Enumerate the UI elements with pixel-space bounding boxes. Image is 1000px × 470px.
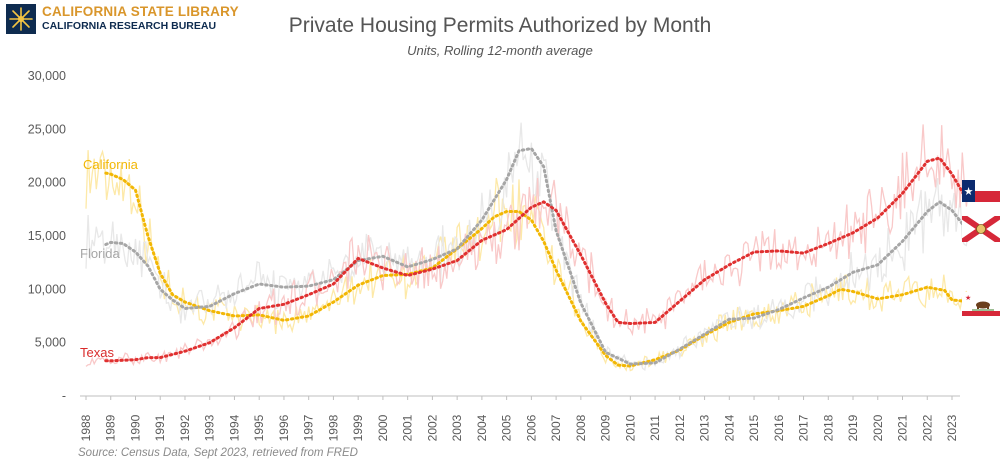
x-tick-label: 2002 [425, 414, 439, 441]
source-note: Source: Census Data, Sept 2023, retrieve… [78, 447, 358, 459]
x-axis: 1988 1989 1990 1991 1992 1993 1994 1995 1996 1997… [79, 396, 959, 441]
x-tick-label: 2009 [599, 414, 613, 441]
x-tick-label: 2011 [648, 415, 662, 441]
x-tick-label: 1998 [326, 414, 340, 441]
series-label-texas: Texas [80, 345, 114, 360]
starburst-icon [6, 4, 36, 34]
x-tick-label: 1995 [252, 414, 266, 441]
org-name: CALIFORNIA STATE LIBRARY [42, 4, 239, 19]
x-tick-label: 2003 [450, 414, 464, 441]
svg-text:★: ★ [965, 294, 971, 302]
x-tick-label: 2015 [747, 414, 761, 441]
svg-text:★: ★ [964, 185, 974, 198]
california-flag: ★ [962, 292, 1000, 316]
y-tick-label: 5,000 [35, 336, 66, 350]
y-tick-label: 25,000 [28, 122, 66, 136]
raw-monthly-series [85, 122, 970, 372]
x-tick-label: 2008 [574, 414, 588, 441]
x-tick-label: 1992 [178, 414, 192, 441]
chart-subtitle: Units, Rolling 12-month average [407, 43, 593, 58]
x-tick-label: 2004 [475, 414, 489, 441]
california-state-library-logo: CALIFORNIA STATE LIBRARY CALIFORNIA RESE… [6, 4, 246, 38]
y-tick-label: - [62, 389, 66, 403]
x-tick-label: 1989 [104, 414, 118, 441]
x-tick-label: 2018 [821, 414, 835, 441]
x-tick-label: 2001 [401, 414, 415, 441]
x-tick-label: 2023 [945, 414, 959, 441]
x-tick-label: 2022 [920, 414, 934, 441]
x-tick-label: 2019 [846, 414, 860, 441]
chart-title: Private Housing Permits Authorized by Mo… [288, 14, 712, 37]
y-tick-label: 30,000 [28, 69, 66, 83]
x-tick-label: 2000 [376, 414, 390, 441]
raw-series-texas [85, 124, 970, 367]
x-tick-label: 1988 [79, 414, 93, 441]
y-axis: - 5,000 10,000 15,000 20,000 25,000 30,000 [28, 69, 66, 403]
x-tick-label: 1991 [153, 414, 167, 441]
series-line-florida [104, 146, 966, 366]
x-tick-label: 2013 [698, 414, 712, 441]
texas-flag: ★ [962, 180, 1000, 202]
x-tick-label: 1999 [351, 414, 365, 441]
x-tick-label: 2016 [772, 414, 786, 441]
x-tick-label: 2020 [871, 414, 885, 441]
y-tick-label: 10,000 [28, 282, 66, 296]
rolling-average-series [104, 146, 966, 368]
x-tick-label: 1990 [128, 414, 142, 441]
x-tick-label: 1994 [227, 414, 241, 441]
x-tick-label: 2005 [500, 414, 514, 441]
x-tick-label: 2014 [722, 414, 736, 441]
series-label-florida: Florida [80, 246, 121, 261]
x-tick-label: 2021 [896, 414, 910, 441]
series-labels: California Florida Texas [80, 157, 139, 360]
y-tick-label: 15,000 [28, 229, 66, 243]
x-tick-label: 1996 [277, 414, 291, 441]
series-label-california: California [83, 157, 139, 172]
y-tick-label: 20,000 [28, 176, 66, 190]
series-line-texas [104, 156, 966, 363]
x-tick-label: 2007 [549, 414, 563, 441]
x-tick-label: 1997 [302, 414, 316, 441]
x-tick-label: 2012 [673, 414, 687, 441]
x-tick-label: 2006 [524, 414, 538, 441]
x-tick-label: 2017 [797, 414, 811, 441]
florida-flag [962, 216, 1000, 242]
org-subname: CALIFORNIA RESEARCH BUREAU [42, 20, 217, 32]
x-tick-label: 1993 [203, 414, 217, 441]
x-tick-label: 2010 [623, 414, 637, 441]
